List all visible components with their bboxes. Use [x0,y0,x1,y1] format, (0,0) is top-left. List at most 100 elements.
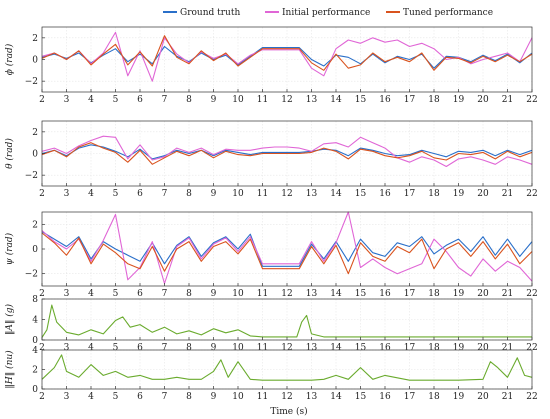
y-axis-label: ‖H‖ (nu) [4,350,15,389]
y-tick-label: 4 [32,316,38,326]
x-tick-label: 21 [502,343,513,353]
x-tick-label: 18 [428,289,440,299]
x-tick-label: 16 [379,392,391,402]
x-axis-label: Time (s) [270,406,307,417]
x-tick-label: 10 [232,392,244,402]
panel: 20−22 3 4 5 6 7 8 9 10 11 12 13 14 15 16 17 18 19 20 21 22ϕ … [4,26,538,105]
x-tick-label: 11 [257,392,268,402]
x-tick-label: 10 [232,343,244,353]
x-tick-label: 22 [526,343,537,353]
x-tick-label: 21 [502,392,513,402]
x-tick-label: 8 [186,343,192,353]
series-line [41,211,533,285]
x-tick-label: 11 [257,189,268,199]
x-tick-label: 22 [526,289,537,299]
y-tick-label: 0 [32,385,38,395]
y-tick-label: 2 [32,34,38,44]
x-tick-label: 7 [162,95,168,105]
x-tick-label: 15 [355,189,367,199]
x-tick-label: 3 [64,392,70,402]
x-tick-label: 13 [306,343,318,353]
x-tick-label: 6 [137,343,143,353]
x-tick-label: 11 [257,343,268,353]
x-tick-label: 18 [428,189,440,199]
x-tick-label: 20 [477,95,489,105]
x-tick-label: 10 [232,189,244,199]
x-tick-label: 6 [137,289,143,299]
x-tick-label: 8 [186,189,192,199]
legend-label: Initial performance [282,8,370,18]
x-tick-label: 19 [453,95,465,105]
series-line [41,144,533,160]
panel: 20−22 3 4 5 6 7 8 9 10 11 12 13 14 15 16 17 18 19 20 21 22θ … [4,120,538,199]
x-tick-label: 2 [39,392,45,402]
x-tick-label: 2 [39,189,45,199]
x-tick-label: 8 [186,392,192,402]
x-tick-label: 9 [211,289,217,299]
x-tick-label: 14 [330,289,342,299]
panel: 20−22 3 4 5 6 7 8 9 10 11 12 13 14 15 16 17 18 19 20 21 22ψ … [4,211,538,299]
x-tick-label: 13 [306,289,318,299]
x-tick-label: 19 [453,343,465,353]
x-tick-label: 15 [355,95,367,105]
x-tick-label: 20 [477,189,489,199]
x-tick-label: 13 [306,95,318,105]
x-tick-label: 12 [281,343,292,353]
x-tick-label: 9 [211,343,217,353]
x-tick-label: 19 [453,189,465,199]
x-tick-label: 21 [502,189,513,199]
x-tick-label: 16 [379,289,391,299]
x-tick-label: 19 [453,289,465,299]
x-tick-label: 4 [88,343,94,353]
x-tick-label: 7 [162,392,168,402]
series-line [41,31,533,82]
legend: Ground truth Initial performance Tuned per… [163,8,493,18]
y-axis-label: ‖A‖ (g) [4,303,15,335]
x-tick-label: 20 [477,392,489,402]
x-tick-label: 18 [428,392,440,402]
x-tick-label: 17 [404,189,416,199]
x-tick-label: 5 [113,343,119,353]
x-tick-label: 9 [211,95,217,105]
series-line [41,232,533,275]
x-tick-label: 9 [211,189,217,199]
y-tick-label: −2 [25,77,38,87]
series-line [41,231,533,267]
x-tick-label: 22 [526,95,537,105]
x-tick-label: 2 [39,343,45,353]
y-tick-label: 2 [32,220,38,230]
x-tick-label: 17 [404,392,416,402]
x-tick-label: 5 [113,95,119,105]
x-tick-label: 17 [404,343,416,353]
x-tick-label: 10 [232,95,244,105]
x-tick-label: 15 [355,392,367,402]
x-tick-label: 4 [88,189,94,199]
series-line [41,135,533,168]
x-tick-label: 3 [64,343,70,353]
x-tick-label: 2 [39,95,45,105]
x-tick-label: 7 [162,343,168,353]
x-tick-label: 21 [502,95,513,105]
legend-label: Tuned performance [403,8,493,18]
legend-label: Ground truth [180,8,240,18]
series-line [41,304,532,338]
x-tick-label: 8 [186,95,192,105]
series-line [41,35,533,71]
y-tick-label: 0 [32,150,38,160]
x-tick-label: 14 [330,343,342,353]
x-tick-label: 6 [137,392,143,402]
y-tick-label: 0 [32,56,38,66]
x-tick-label: 5 [113,289,119,299]
x-tick-label: 7 [162,289,168,299]
x-tick-label: 17 [404,95,416,105]
x-tick-label: 15 [355,343,367,353]
y-tick-label: −2 [25,270,38,280]
x-tick-label: 18 [428,95,440,105]
series-line [41,142,533,165]
y-axis-label: θ (rad) [4,138,15,169]
x-tick-label: 12 [281,189,292,199]
y-tick-label: 8 [32,295,38,305]
